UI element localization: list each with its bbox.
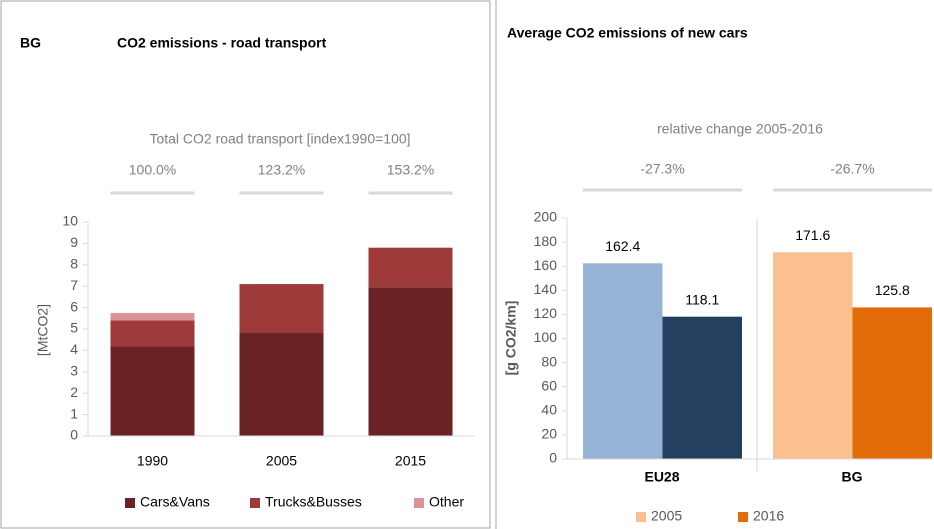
bar [852, 307, 932, 459]
value-label: 171.6 [795, 227, 830, 243]
y-tick-label: 100 [534, 329, 558, 345]
legend-label: Cars&Vans [140, 494, 210, 510]
annotation-title: Total CO2 road transport [index1990=100] [149, 131, 410, 147]
y-axis-label: [MtCO2] [35, 304, 51, 356]
annotation-title: relative change 2005-2016 [657, 121, 823, 137]
bar [583, 263, 663, 459]
y-tick-label: 140 [534, 281, 558, 297]
legend-label: 2016 [753, 508, 784, 524]
y-tick-label: 9 [70, 234, 78, 250]
left-panel [0, 0, 491, 529]
y-tick-label: 60 [541, 377, 557, 393]
annotation: -27.3% [640, 161, 684, 177]
legend-swatch [414, 498, 424, 508]
y-tick-label: 0 [549, 450, 557, 466]
y-tick-label: 7 [70, 277, 78, 293]
x-tick-label: BG [842, 469, 863, 485]
bar-segment [110, 312, 195, 321]
y-tick-label: 4 [70, 341, 78, 357]
chart-title: CO2 emissions - road transport [117, 35, 327, 51]
y-tick-label: 10 [62, 213, 78, 229]
legend-swatch [125, 498, 135, 508]
value-label: 118.1 [685, 291, 719, 307]
x-tick-label: EU28 [644, 469, 679, 485]
legend-label: Other [429, 494, 464, 510]
x-tick-label: 2005 [266, 453, 297, 469]
legend-swatch [738, 512, 748, 522]
bar [773, 252, 853, 459]
y-tick-label: 160 [534, 257, 558, 273]
bar-segment [239, 332, 324, 436]
y-tick-label: 1 [70, 405, 78, 421]
value-label: 162.4 [605, 238, 640, 254]
y-tick-label: 8 [70, 256, 78, 272]
legend-swatch [250, 498, 260, 508]
y-tick-label: 80 [541, 353, 557, 369]
bar-segment [110, 346, 195, 436]
region-label: BG [20, 35, 41, 51]
legend-swatch [636, 512, 646, 522]
annotation: 153.2% [387, 162, 434, 178]
value-label: 125.8 [875, 282, 910, 298]
y-tick-label: 5 [70, 320, 78, 336]
x-tick-label: 1990 [137, 453, 168, 469]
annotation: 100.0% [129, 162, 176, 178]
y-tick-label: 180 [534, 233, 558, 249]
annotation: -26.7% [830, 161, 874, 177]
y-tick-label: 20 [541, 426, 557, 442]
bar-segment [368, 287, 453, 436]
bar-segment [110, 320, 195, 347]
legend-label: Trucks&Busses [265, 494, 362, 510]
x-tick-label: 2015 [395, 453, 426, 469]
annotation: 123.2% [258, 162, 305, 178]
y-axis-label: [g CO2/km] [503, 301, 519, 376]
y-tick-label: 3 [70, 363, 78, 379]
y-tick-label: 200 [534, 209, 558, 225]
y-tick-label: 0 [70, 427, 78, 443]
bar-segment [239, 284, 324, 333]
y-tick-label: 40 [541, 402, 557, 418]
bar-segment [368, 247, 453, 288]
legend-label: 2005 [651, 508, 682, 524]
y-tick-label: 6 [70, 298, 78, 314]
bar [662, 316, 742, 459]
chart-title: Average CO2 emissions of new cars [507, 25, 748, 41]
y-tick-label: 2 [70, 384, 78, 400]
y-tick-label: 120 [534, 305, 558, 321]
